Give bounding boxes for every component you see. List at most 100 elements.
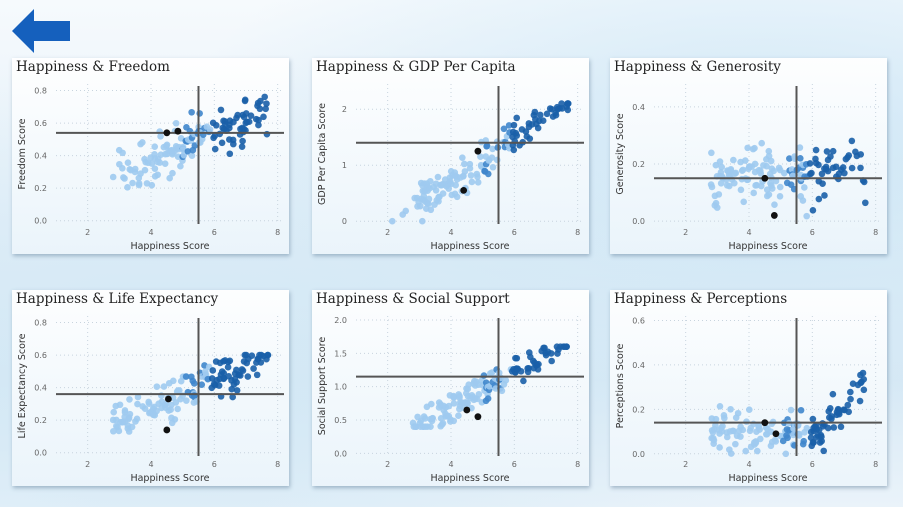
data-point (109, 173, 117, 181)
y-tick-label: 0 (342, 217, 347, 226)
social-support-chart-card[interactable]: Happiness & Social Support 2 4 6 8 0.0 0.5 1.0… (312, 290, 589, 486)
highlight-point (463, 406, 471, 414)
data-point (190, 380, 198, 387)
data-point (233, 387, 241, 394)
data-point (531, 108, 539, 116)
data-point (757, 435, 764, 443)
back-button[interactable] (12, 9, 72, 53)
data-point (526, 135, 534, 142)
y-axis-title: Life Expectancy Score (17, 333, 28, 438)
data-point (133, 415, 141, 423)
data-point (174, 405, 181, 413)
data-point (821, 192, 828, 199)
data-point (163, 141, 171, 149)
data-point (732, 440, 739, 448)
perceptions-chart-card[interactable]: Happiness & Perceptions 2 4 6 8 0.0 0.2 0.4 0.6… (610, 290, 887, 486)
scatter-plot: 2 4 6 8 0.0 0.2 0.4 0.6 0.8 Happiness Score Freedo… (17, 84, 284, 252)
data-point (745, 406, 753, 414)
data-point (151, 143, 159, 150)
data-point (156, 159, 164, 166)
data-point (829, 390, 837, 398)
data-point (712, 415, 720, 423)
data-point (731, 179, 738, 187)
data-point (428, 400, 435, 408)
data-point (439, 419, 447, 427)
y-axis-title: Generosity Score (615, 113, 626, 194)
y-tick-label: 2 (342, 105, 347, 114)
data-point (483, 142, 491, 150)
x-axis-title: Happiness Score (130, 473, 209, 484)
gdp-chart-card[interactable]: Happiness & GDP Per Capita 2 4 6 8 0 1 2 Happin… (312, 58, 589, 254)
data-point (172, 119, 180, 127)
scatter-plot: 2 4 6 8 0.0 0.5 1.0 1.5 2.0 Happiness Score Social… (317, 316, 584, 484)
data-point (839, 164, 847, 171)
data-point (196, 110, 203, 117)
y-tick-label: 0.2 (632, 405, 645, 414)
data-point (425, 195, 433, 203)
data-point (808, 169, 815, 177)
data-point (525, 364, 533, 372)
data-point (543, 110, 551, 118)
data-point (229, 393, 236, 401)
data-point (744, 144, 751, 152)
data-point (137, 170, 144, 177)
data-point (450, 400, 458, 407)
freedom-chart-card[interactable]: Happiness & Freedom 2 4 6 8 0.0 0.2 0.4 0.6 0.8 H… (12, 58, 289, 254)
y-tick-label: 0.4 (34, 152, 47, 161)
x-tick-label: 4 (448, 228, 453, 237)
data-point (767, 157, 775, 165)
data-point (119, 149, 126, 157)
data-point (429, 414, 437, 422)
data-point (121, 175, 128, 182)
data-point (535, 360, 542, 368)
x-axis-title: Happiness Score (430, 473, 509, 484)
data-point (241, 96, 249, 104)
data-point (539, 117, 547, 125)
data-point (126, 410, 134, 418)
highlight-point (165, 395, 172, 403)
data-point (737, 433, 744, 440)
chart-title: Happiness & Perceptions (614, 291, 788, 307)
data-point (500, 125, 508, 133)
data-point (466, 165, 474, 172)
data-point (758, 139, 765, 147)
data-point (177, 162, 184, 170)
data-point (810, 439, 817, 446)
y-tick-label: 0.8 (34, 87, 47, 96)
data-point (416, 202, 424, 210)
data-point (427, 206, 435, 214)
data-point (224, 363, 232, 371)
data-point (452, 181, 459, 189)
data-point (727, 450, 735, 457)
data-point (169, 169, 176, 177)
data-point (730, 156, 737, 164)
chart-title: Happiness & Freedom (16, 59, 170, 75)
generosity-chart-card[interactable]: Happiness & Generosity 2 4 6 8 0.0 0.2 0.4 Happ… (610, 58, 887, 254)
scatter-plot: 2 4 6 8 0.0 0.2 0.4 0.6 Happiness Score Perceptio… (615, 316, 882, 484)
life-expectancy-chart-card[interactable]: Happiness & Life Expectancy 2 4 6 8 0.0 0.2 0.… (12, 290, 289, 486)
x-tick-label: 2 (683, 460, 688, 469)
data-point (827, 153, 834, 160)
data-point (725, 182, 733, 190)
x-tick-label: 4 (448, 460, 453, 469)
y-tick-label: 0.6 (34, 351, 47, 360)
data-point (260, 113, 267, 121)
y-tick-label: 0.0 (632, 450, 645, 459)
data-point (157, 133, 164, 140)
data-point (742, 447, 750, 455)
highlight-point (474, 147, 482, 155)
data-point (547, 350, 555, 357)
data-point (484, 395, 492, 402)
data-point (141, 405, 149, 412)
data-point (815, 195, 823, 203)
data-point (517, 368, 525, 375)
data-point (148, 181, 156, 189)
data-point (211, 145, 219, 153)
data-point (806, 160, 814, 167)
highlight-point (163, 129, 171, 137)
data-point (848, 164, 856, 172)
y-tick-label: 0.8 (34, 319, 47, 328)
data-point (835, 410, 843, 418)
data-point (801, 184, 808, 191)
data-point (812, 146, 820, 154)
